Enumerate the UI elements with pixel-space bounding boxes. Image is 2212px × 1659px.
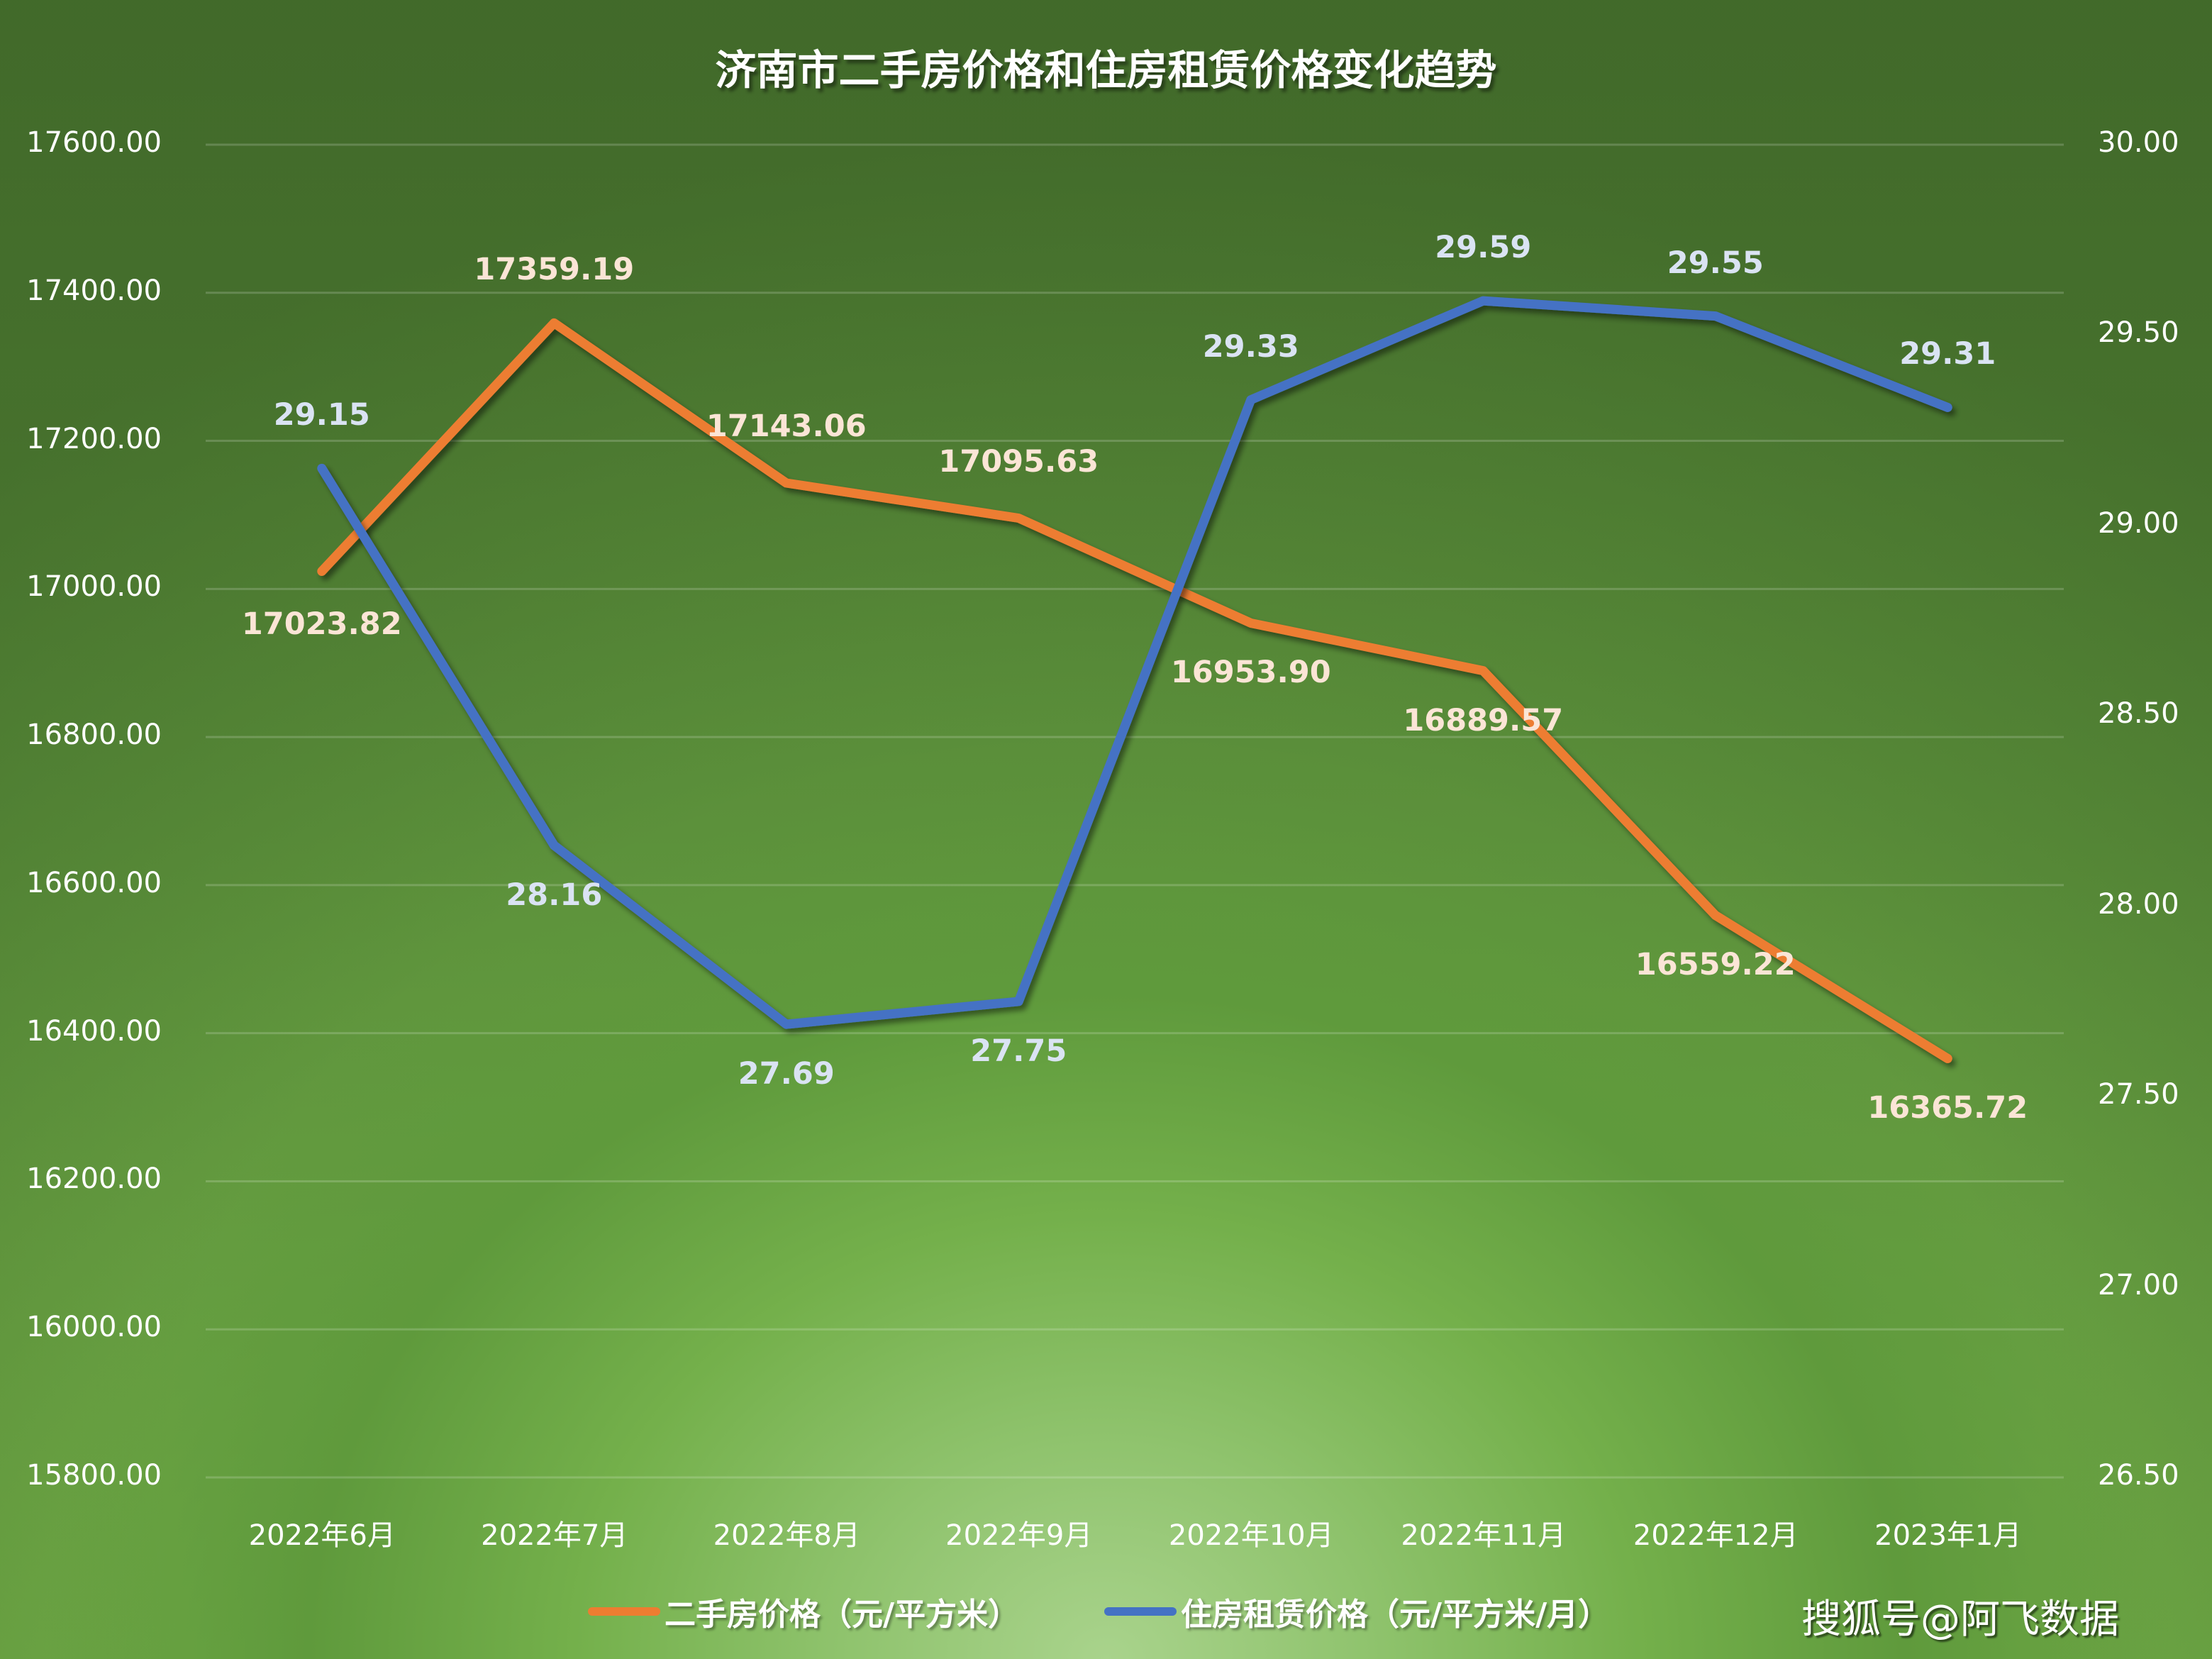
data-label-secondhand-price: 17023.82: [241, 606, 402, 643]
y-tick-right: 28.50: [2098, 697, 2179, 731]
data-label-secondhand-price: 17359.19: [474, 252, 635, 288]
data-label-rental-price: 29.59: [1435, 230, 1532, 266]
x-tick: 2022年6月: [248, 1519, 396, 1552]
data-label-secondhand-price: 17095.63: [938, 443, 1099, 479]
legend-label: 二手房价格（元/平方米）: [665, 1597, 1020, 1633]
y-tick-left: 16600.00: [26, 866, 162, 899]
y-tick-right: 29.00: [2098, 506, 2179, 540]
x-tick: 2022年9月: [945, 1519, 1093, 1552]
chart-title: 济南市二手房价格和住房租赁价格变化趋势: [715, 46, 1497, 94]
data-label-rental-price: 27.69: [738, 1056, 835, 1092]
y-tick-right: 26.50: [2098, 1459, 2179, 1492]
y-tick-left: 17400.00: [26, 274, 162, 307]
y-tick-left: 17000.00: [26, 570, 162, 604]
data-label-secondhand-price: 17143.06: [706, 408, 867, 444]
y-tick-right: 27.00: [2098, 1268, 2179, 1302]
data-label-rental-price: 28.16: [506, 877, 603, 913]
legend-item-secondhand-price[interactable]: 二手房价格（元/平方米）: [588, 1589, 1019, 1634]
y-tick-right: 28.00: [2098, 887, 2179, 921]
gridlines: [206, 143, 2064, 1479]
y-tick-left: 16400.00: [26, 1014, 162, 1048]
x-tick: 2022年11月: [1401, 1519, 1567, 1552]
x-tick: 2022年12月: [1633, 1519, 1799, 1552]
watermark: 搜狐号@阿飞数据: [1801, 1597, 2119, 1643]
y-tick-left: 15800.00: [26, 1459, 162, 1492]
legend-swatch-blue-icon: [1104, 1607, 1177, 1616]
y-tick-left: 16200.00: [26, 1163, 162, 1196]
y-tick-right: 27.50: [2098, 1078, 2179, 1111]
x-tick: 2023年1月: [1874, 1519, 2022, 1552]
y-tick-left: 16000.00: [26, 1311, 162, 1344]
data-label-rental-price: 29.31: [1899, 336, 1996, 372]
data-label-rental-price: 27.75: [970, 1033, 1067, 1069]
data-label-secondhand-price: 16889.57: [1403, 702, 1564, 738]
data-label-rental-price: 29.55: [1667, 245, 1764, 281]
y-tick-right: 29.50: [2098, 316, 2179, 350]
y-tick-left: 16800.00: [26, 718, 162, 752]
data-label-secondhand-price: 16365.72: [1867, 1090, 2028, 1126]
data-label-secondhand-price: 16953.90: [1170, 655, 1331, 691]
legend-item-rental-price[interactable]: 住房租赁价格（元/平方米/月）: [1104, 1589, 1609, 1634]
data-label-secondhand-price: 16559.22: [1635, 947, 1796, 983]
y-tick-left: 17200.00: [26, 422, 162, 455]
legend: 二手房价格（元/平方米） 住房租赁价格（元/平方米/月）: [0, 1589, 2212, 1634]
data-label-rental-price: 29.15: [273, 397, 370, 433]
x-tick: 2022年7月: [481, 1519, 628, 1552]
series-line-secondhand-price: [317, 318, 1952, 1063]
x-tick: 2022年10月: [1168, 1519, 1334, 1552]
series-line-rental-price: [317, 296, 1952, 1029]
data-label-rental-price: 29.33: [1202, 328, 1299, 365]
legend-swatch-orange-icon: [588, 1607, 660, 1616]
x-tick: 2022年8月: [713, 1519, 860, 1552]
y-tick-right: 30.00: [2098, 126, 2179, 159]
y-tick-left: 17600.00: [26, 126, 162, 159]
legend-label: 住房租赁价格（元/平方米/月）: [1181, 1597, 1610, 1633]
